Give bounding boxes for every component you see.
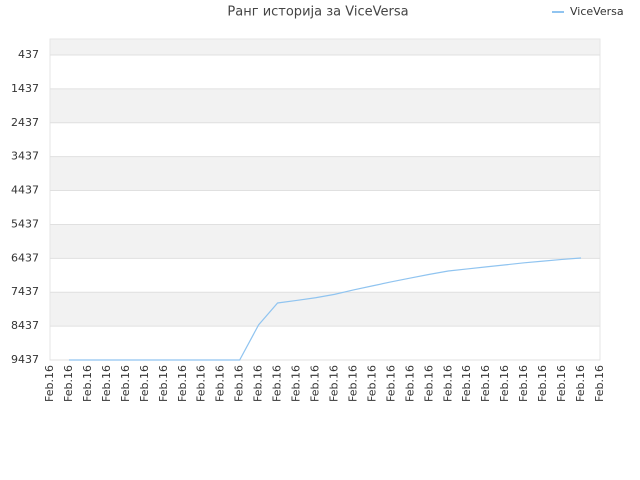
x-tick-label: Feb.16 — [157, 365, 170, 402]
band — [50, 326, 600, 360]
x-tick-label: Feb.16 — [441, 365, 454, 402]
x-tick-label: Feb.16 — [233, 365, 246, 402]
x-tick-label: Feb.16 — [43, 365, 56, 402]
x-tick-label: Feb.16 — [555, 365, 568, 402]
band — [50, 156, 600, 191]
x-tick-label: Feb.16 — [252, 365, 265, 402]
x-tick-label: Feb.16 — [195, 365, 208, 402]
x-tick-label: Feb.16 — [403, 365, 416, 402]
x-tick-label: Feb.16 — [536, 365, 549, 402]
y-tick-label: 7437 — [11, 285, 39, 298]
x-tick-label: Feb.16 — [479, 365, 492, 402]
y-tick-label: 3437 — [11, 150, 39, 163]
x-tick-label: Feb.16 — [271, 365, 284, 402]
y-tick-label: 2437 — [11, 116, 39, 129]
x-tick-label: Feb.16 — [81, 365, 94, 402]
x-tick-label: Feb.16 — [119, 365, 132, 402]
x-tick-label: Feb.16 — [593, 365, 606, 402]
band — [50, 122, 600, 157]
y-tick-label: 8437 — [11, 319, 39, 332]
x-tick-label: Feb.16 — [176, 365, 189, 402]
x-tick-label: Feb.16 — [327, 365, 340, 402]
band — [50, 292, 600, 327]
x-tick-label: Feb.16 — [214, 365, 227, 402]
x-tick-label: Feb.16 — [574, 365, 587, 402]
x-tick-label: Feb.16 — [346, 365, 359, 402]
x-tick-label: Feb.16 — [517, 365, 530, 402]
x-tick-label: Feb.16 — [422, 365, 435, 402]
x-tick-label: Feb.16 — [460, 365, 473, 402]
band — [50, 39, 600, 55]
x-tick-label: Feb.16 — [62, 365, 75, 402]
y-tick-label: 6437 — [11, 251, 39, 264]
x-tick-label: Feb.16 — [384, 365, 397, 402]
x-tick-label: Feb.16 — [309, 365, 322, 402]
band — [50, 190, 600, 225]
y-tick-label: 5437 — [11, 217, 39, 230]
y-tick-label: 9437 — [11, 353, 39, 366]
y-tick-label: 437 — [18, 48, 39, 61]
x-tick-label: Feb.16 — [365, 365, 378, 402]
x-tick-label: Feb.16 — [138, 365, 151, 402]
x-tick-label: Feb.16 — [498, 365, 511, 402]
chart-title: Ранг историја за ViceVersa — [227, 5, 408, 20]
y-tick-label: 4437 — [11, 184, 39, 197]
band — [50, 88, 600, 123]
band — [50, 54, 600, 89]
legend-label: ViceVersa — [570, 5, 624, 18]
band — [50, 224, 600, 259]
x-tick-label: Feb.16 — [290, 365, 303, 402]
x-tick-label: Feb.16 — [100, 365, 113, 402]
line — [68, 257, 582, 361]
y-tick-label: 1437 — [11, 82, 39, 95]
